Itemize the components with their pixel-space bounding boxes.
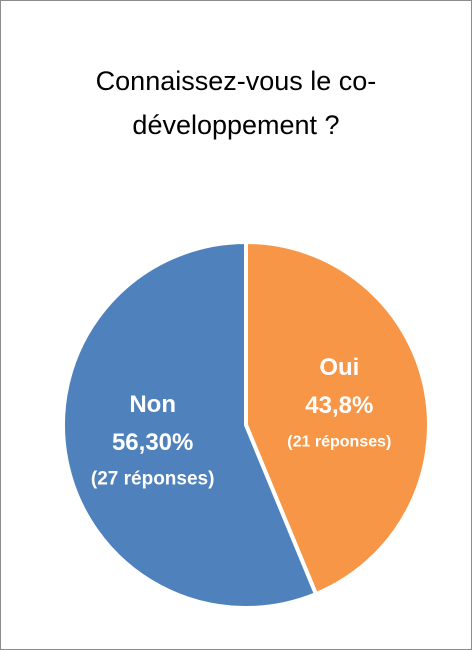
slice-value-label: 43,8% xyxy=(305,392,373,419)
slice-category-label: Oui xyxy=(319,354,359,381)
chart-title: Connaissez-vous le co-développement ? xyxy=(95,66,377,140)
slice-count-label: (27 réponses) xyxy=(91,469,215,490)
pie-slice xyxy=(244,239,431,597)
pie-slice xyxy=(61,239,319,610)
slice-category-label: Non xyxy=(129,391,176,418)
slice-value-label: 56,30% xyxy=(112,429,193,456)
slice-count-label: (21 réponses) xyxy=(287,434,391,451)
